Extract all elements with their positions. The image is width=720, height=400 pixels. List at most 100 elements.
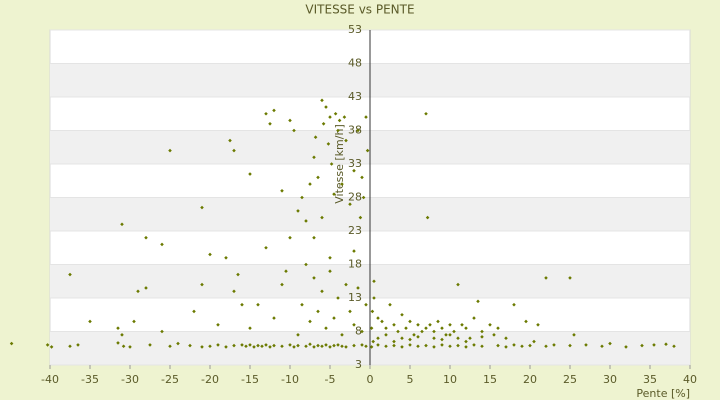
point bbox=[436, 319, 440, 324]
point bbox=[512, 302, 516, 307]
point bbox=[376, 316, 380, 320]
y-tick-label: 43 bbox=[348, 90, 362, 103]
point bbox=[120, 333, 124, 337]
point bbox=[504, 336, 508, 340]
point bbox=[264, 343, 268, 347]
point bbox=[464, 345, 468, 349]
point bbox=[416, 335, 420, 339]
point bbox=[264, 245, 268, 250]
point bbox=[200, 282, 204, 287]
point bbox=[336, 296, 340, 300]
point bbox=[448, 323, 452, 327]
point bbox=[333, 111, 338, 116]
point bbox=[544, 276, 548, 280]
point bbox=[664, 342, 668, 347]
point bbox=[371, 339, 375, 344]
y-axis-label: Vitesse [km/h] bbox=[333, 124, 346, 204]
point bbox=[552, 343, 556, 347]
point bbox=[358, 215, 363, 220]
point bbox=[336, 343, 340, 347]
point bbox=[356, 286, 360, 290]
point bbox=[369, 326, 374, 330]
point bbox=[320, 98, 324, 103]
point bbox=[248, 172, 252, 176]
point bbox=[652, 343, 656, 347]
point bbox=[328, 256, 332, 260]
point bbox=[360, 343, 364, 347]
point bbox=[337, 118, 342, 123]
point bbox=[300, 195, 304, 200]
point bbox=[312, 276, 316, 280]
point bbox=[320, 344, 324, 349]
point bbox=[448, 344, 452, 349]
point bbox=[236, 272, 240, 277]
point bbox=[320, 289, 324, 294]
x-tick-label: -20 bbox=[201, 373, 219, 386]
point bbox=[232, 148, 236, 153]
point bbox=[332, 316, 336, 320]
point bbox=[480, 335, 484, 339]
point bbox=[328, 345, 332, 349]
point bbox=[356, 128, 360, 133]
point bbox=[144, 235, 148, 240]
x-tick-label: 10 bbox=[443, 373, 457, 386]
point bbox=[432, 329, 436, 334]
point bbox=[272, 316, 276, 320]
point bbox=[192, 309, 196, 314]
x-tick-label: 20 bbox=[523, 373, 537, 386]
point bbox=[328, 115, 332, 119]
point bbox=[308, 319, 312, 324]
point bbox=[528, 343, 532, 348]
point bbox=[608, 341, 612, 346]
point bbox=[308, 342, 312, 347]
point bbox=[332, 343, 336, 348]
point bbox=[308, 182, 312, 186]
y-tick-label: 8 bbox=[355, 325, 362, 338]
point bbox=[361, 195, 366, 200]
point bbox=[120, 222, 124, 227]
point bbox=[200, 345, 204, 349]
point bbox=[480, 344, 484, 349]
point bbox=[128, 345, 132, 349]
x-tick-label: -15 bbox=[241, 373, 259, 386]
point bbox=[320, 215, 324, 220]
point bbox=[208, 344, 212, 349]
point bbox=[232, 289, 236, 294]
point bbox=[136, 289, 140, 294]
point bbox=[365, 148, 370, 153]
point bbox=[260, 344, 264, 349]
point bbox=[316, 309, 320, 314]
point bbox=[45, 343, 50, 347]
point bbox=[425, 215, 430, 220]
point bbox=[321, 122, 326, 126]
point bbox=[316, 343, 320, 348]
point bbox=[416, 323, 420, 327]
point bbox=[472, 316, 476, 320]
point bbox=[468, 336, 472, 340]
point bbox=[121, 344, 126, 349]
point bbox=[428, 323, 432, 327]
point bbox=[342, 115, 347, 119]
point bbox=[404, 326, 408, 330]
point bbox=[456, 336, 460, 340]
point bbox=[313, 135, 318, 139]
x-tick-label: -40 bbox=[41, 373, 59, 386]
point bbox=[329, 162, 334, 166]
point bbox=[88, 319, 92, 324]
y-tick-label: 13 bbox=[348, 291, 362, 304]
point bbox=[380, 319, 384, 324]
point bbox=[524, 319, 528, 324]
point bbox=[408, 319, 412, 324]
y-tick-label: 33 bbox=[348, 157, 362, 170]
point bbox=[272, 343, 276, 348]
point bbox=[432, 336, 436, 340]
point bbox=[384, 333, 388, 337]
point bbox=[168, 148, 172, 153]
point bbox=[292, 128, 296, 133]
point bbox=[572, 333, 576, 337]
point bbox=[408, 343, 412, 347]
point bbox=[352, 343, 356, 348]
point bbox=[424, 343, 428, 348]
y-tick-label: 3 bbox=[355, 358, 362, 371]
